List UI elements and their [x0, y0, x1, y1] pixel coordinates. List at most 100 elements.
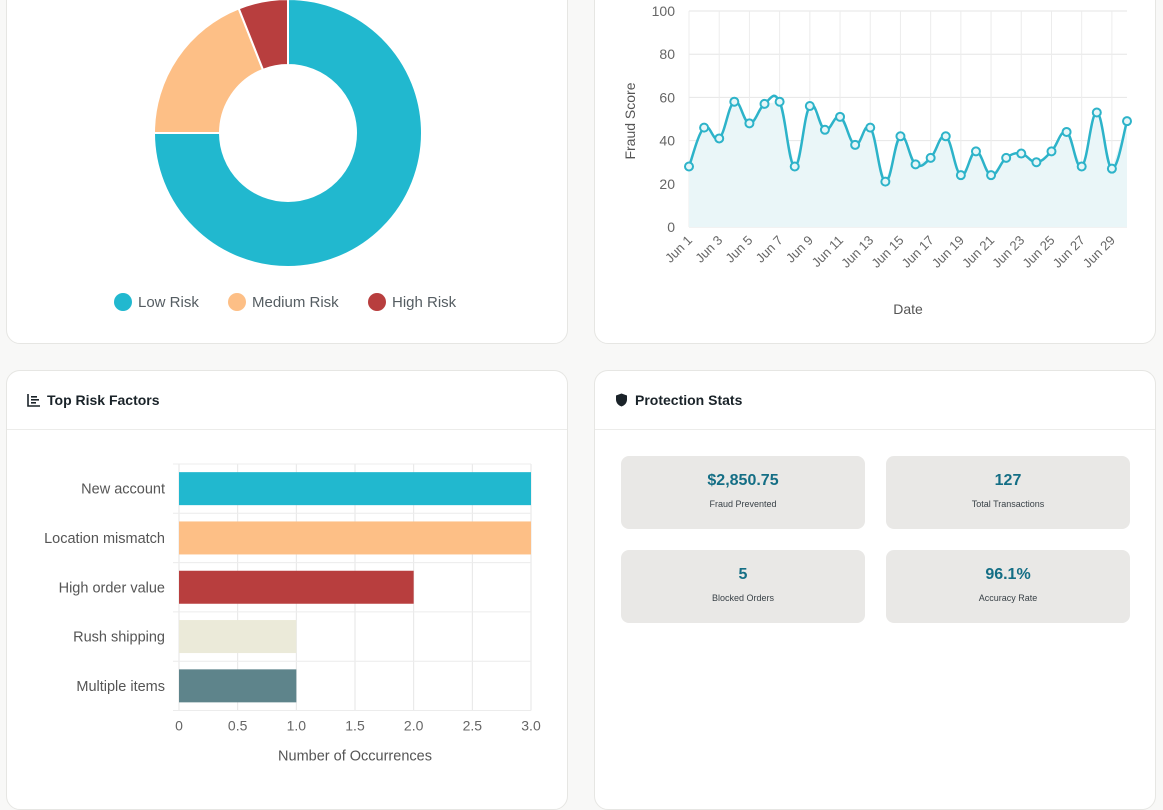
fraud-trend-card: 0 20 40 60 80 100 Jun 1 Jun 3 Jun 5 Jun 7 Jun 9 Jun…: [594, 0, 1156, 344]
x-tick-label: Jun 3: [692, 233, 725, 266]
bar-high-order-value: [179, 570, 414, 604]
x-tick-label: Jun 23: [989, 233, 1027, 271]
x-tick-label: Jun 17: [899, 233, 937, 271]
data-point: [835, 111, 846, 122]
x-tick-label: Jun 15: [868, 233, 906, 271]
x-tick-label: 1.0: [287, 718, 307, 734]
bar-location-mismatch: [179, 521, 531, 555]
x-tick-label: 0.5: [228, 718, 248, 734]
legend-item: Low Risk: [114, 293, 199, 311]
x-tick-label: 3.0: [521, 718, 541, 734]
protection-stats-header: Protection Stats: [595, 371, 1155, 430]
data-point: [986, 170, 997, 181]
data-point: [1031, 157, 1042, 168]
x-tick-label: Jun 27: [1050, 233, 1088, 271]
legend-item: High Risk: [368, 293, 457, 311]
legend-label: High Risk: [392, 294, 457, 311]
x-tick-label: Jun 29: [1080, 233, 1118, 271]
data-point: [955, 170, 966, 181]
data-point: [1001, 152, 1012, 163]
x-tick-label: 1.5: [345, 718, 365, 734]
data-point: [910, 159, 921, 170]
data-point: [865, 122, 876, 133]
legend-swatch: [114, 293, 132, 311]
legend-label: Low Risk: [138, 294, 199, 311]
stat-fraud-prevented: $2,850.75 Fraud Prevented: [621, 456, 865, 529]
x-tick-label: Jun 25: [1019, 233, 1057, 271]
stat-value: 5: [738, 566, 748, 583]
risk-donut-chart: Low Risk Medium Risk High Risk: [114, 0, 457, 311]
data-point: [1046, 146, 1057, 157]
y-tick-label: 100: [652, 3, 676, 19]
data-point: [714, 133, 725, 144]
risk-factors-card: Top Risk Factors 0 0.5 1.0 1.5 2.0 2.5 3.0 New …: [6, 370, 568, 810]
donut-slice-high-risk: [237, 0, 289, 72]
stat-accuracy-rate: 96.1% Accuracy Rate: [886, 550, 1130, 623]
stat-value: 127: [994, 472, 1022, 489]
data-point: [880, 176, 891, 187]
x-tick-label: Jun 13: [838, 233, 876, 271]
donut-slice-low-risk: [152, 0, 423, 268]
data-point: [895, 131, 906, 142]
stat-value: 96.1%: [985, 566, 1031, 583]
data-point: [699, 122, 710, 133]
legend-label: Medium Risk: [252, 294, 339, 311]
x-tick-label: Jun 19: [929, 233, 967, 271]
bar-rush-shipping: [179, 620, 297, 654]
bar-multiple-items: [179, 669, 297, 703]
y-tick-label: 60: [659, 89, 675, 105]
x-tick-label: 2.5: [463, 718, 483, 734]
data-point: [1122, 116, 1132, 127]
y-tick-label: 40: [659, 133, 675, 149]
data-point: [1091, 107, 1102, 118]
x-axis-title: Number of Occurrences: [278, 749, 432, 765]
stat-label: Accuracy Rate: [978, 593, 1038, 603]
stat-total-transactions: 127 Total Transactions: [886, 456, 1130, 529]
donut-slice-medium-risk: [152, 7, 265, 134]
y-axis-title: Fraud Score: [622, 82, 638, 159]
x-tick-label: 2.0: [404, 718, 424, 734]
data-point: [819, 124, 830, 135]
x-tick-label: Jun 11: [809, 233, 847, 271]
x-tick-label: Jun 5: [722, 233, 755, 266]
legend-swatch: [368, 293, 386, 311]
data-point: [1016, 148, 1027, 159]
data-point: [1061, 126, 1072, 137]
risk-distribution-card: Low Risk Medium Risk High Risk: [6, 0, 568, 344]
y-tick-label: Location mismatch: [44, 531, 165, 547]
stat-blocked-orders: 5 Blocked Orders: [621, 550, 865, 623]
data-point: [804, 101, 815, 112]
stat-label: Blocked Orders: [711, 593, 775, 603]
data-point: [684, 161, 694, 172]
data-point: [940, 131, 951, 142]
legend-swatch: [228, 293, 246, 311]
y-tick-label: High order value: [59, 580, 165, 596]
data-point: [759, 98, 770, 109]
data-point: [774, 96, 785, 107]
protection-stats-card: Protection Stats $2,850.75 Fraud Prevent…: [594, 370, 1156, 810]
y-tick-label: Multiple items: [76, 679, 165, 695]
stat-value: $2,850.75: [707, 472, 779, 489]
y-tick-label: 0: [667, 219, 675, 235]
risk-factors-title: Top Risk Factors: [47, 392, 160, 408]
data-point: [1106, 163, 1117, 174]
risk-factors-header: Top Risk Factors: [7, 371, 567, 430]
stat-label: Total Transactions: [971, 499, 1045, 509]
y-tick-label: Rush shipping: [73, 630, 165, 646]
risk-factors-bar-chart: 0 0.5 1.0 1.5 2.0 2.5 3.0 New account Location m…: [44, 463, 541, 765]
data-point: [970, 146, 981, 157]
area-fill: [689, 101, 1127, 227]
x-tick-label: Jun 7: [753, 233, 786, 266]
data-point: [729, 96, 740, 107]
x-tick-label: 0: [175, 718, 183, 734]
legend-item: Medium Risk: [228, 293, 339, 311]
bar-chart-icon: [27, 393, 41, 407]
y-tick-label: 80: [659, 46, 675, 62]
shield-icon: [615, 393, 629, 407]
x-axis-title: Date: [893, 301, 923, 317]
y-tick-label: 20: [659, 176, 675, 192]
x-tick-label: Jun 21: [959, 233, 997, 271]
stat-label: Fraud Prevented: [709, 499, 777, 509]
y-tick-label: New account: [81, 482, 165, 498]
